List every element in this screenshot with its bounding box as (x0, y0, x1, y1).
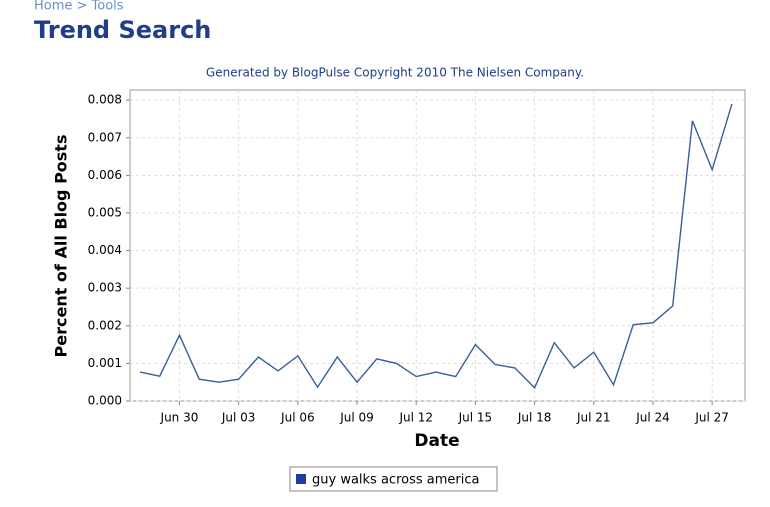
x-tick-label: Jul 24 (635, 411, 670, 425)
plot-area (129, 89, 746, 402)
x-tick-label: Jul 18 (517, 411, 552, 425)
x-tick-label: Jul 27 (694, 411, 729, 425)
y-tick-label: 0.000 (88, 394, 122, 408)
y-tick-label: 0.006 (88, 168, 122, 182)
x-tick-label: Jul 06 (280, 411, 315, 425)
line (139, 103, 733, 390)
breadcrumb[interactable]: Home > Tools (34, 0, 124, 14)
legend-label: guy walks across america (312, 473, 479, 488)
x-tick-label: Jun 30 (160, 411, 199, 425)
y-tick-label: 0.001 (88, 356, 122, 370)
x-tick-label: Jul 09 (339, 411, 374, 425)
y-tick-label: 0.004 (88, 243, 122, 257)
legend-swatch (296, 474, 306, 484)
y-axis-label: Percent of All Blog Posts (52, 135, 71, 358)
legend (289, 466, 498, 492)
x-tick-label: Jul 15 (458, 411, 493, 425)
chart-title: Generated by BlogPulse Copyright 2010 Th… (206, 66, 584, 80)
y-tick-label: 0.008 (88, 93, 122, 107)
y-tick-label: 0.007 (88, 130, 122, 144)
y-tick-label: 0.003 (88, 281, 122, 295)
y-tick-label: 0.005 (88, 205, 122, 219)
x-axis-label: Date (414, 431, 459, 451)
x-tick-label: Jul 03 (221, 411, 256, 425)
x-tick-label: Jul 12 (398, 411, 433, 425)
y-tick-label: 0.002 (88, 318, 122, 332)
page-title: Trend Search (34, 16, 211, 44)
x-tick-label: Jul 21 (576, 411, 611, 425)
